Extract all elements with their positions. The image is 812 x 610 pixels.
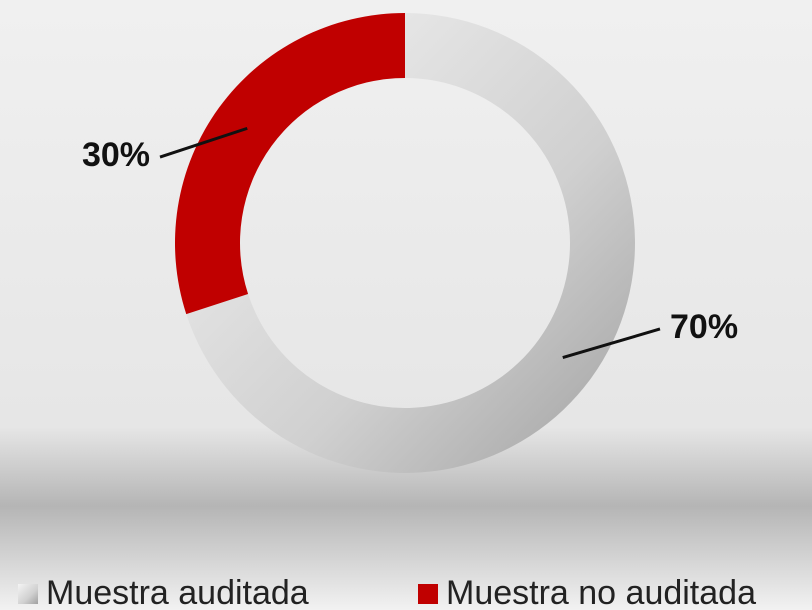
leader-line: [562, 327, 661, 360]
legend-label: Muestra auditada: [46, 574, 309, 610]
leader-line: [159, 126, 248, 159]
legend-swatch: [418, 584, 438, 604]
donut-segment: [174, 13, 405, 315]
legend-label: Muestra no auditada: [446, 574, 756, 610]
data-label: 70%: [670, 308, 738, 346]
legend-swatch: [18, 584, 38, 604]
data-label: 30%: [82, 136, 150, 174]
